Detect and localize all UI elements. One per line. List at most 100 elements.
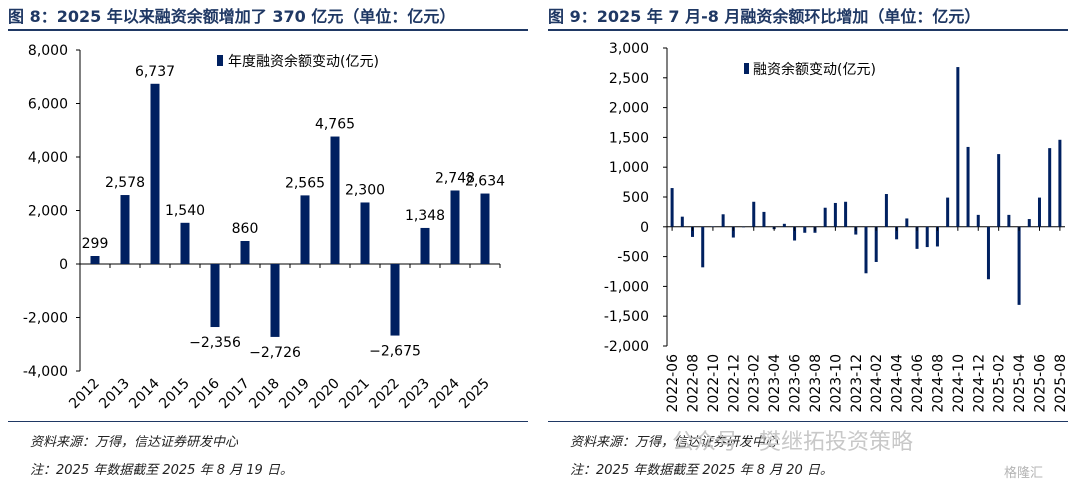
bar-2025-02 bbox=[997, 154, 1001, 227]
bar-2022-10 bbox=[711, 226, 715, 228]
data-label-2025: 2,634 bbox=[465, 174, 505, 190]
legend-label: 融资余额变动(亿元) bbox=[753, 61, 876, 78]
x-tick-label: 2023 bbox=[396, 376, 433, 413]
x-tick-label: 2024-12 bbox=[971, 354, 987, 413]
x-tick-label: 2024-02 bbox=[869, 354, 885, 413]
left-source-note: 资料来源：万得，信达证券研发中心 bbox=[30, 435, 239, 450]
y-tick-label: -1,500 bbox=[604, 309, 649, 325]
bar-2023-07 bbox=[803, 226, 807, 233]
y-tick-label: 0 bbox=[640, 220, 649, 236]
bar-2024-02 bbox=[874, 226, 878, 262]
x-tick-label: 2022-08 bbox=[686, 354, 702, 413]
data-label-2014: 6,737 bbox=[135, 64, 175, 80]
y-tick-label: -4,000 bbox=[23, 364, 68, 380]
watermark-logo: 格隆汇 bbox=[1004, 466, 1044, 481]
bar-2025-07 bbox=[1048, 148, 1052, 227]
x-tick-label: 2025-02 bbox=[992, 354, 1008, 413]
left-chart: -4,000 -2,000 0 2,000 4,000 6,000 8,000 299 2012… bbox=[23, 43, 505, 413]
data-label-2019: 2,565 bbox=[285, 175, 325, 191]
y-tick-label: 1,500 bbox=[609, 130, 649, 146]
right-footer-rule bbox=[548, 421, 1068, 422]
bar-2023-09 bbox=[823, 207, 827, 227]
bar-2024-08 bbox=[935, 226, 939, 247]
watermark: 公众号 · 樊继拓投资策略 bbox=[672, 430, 913, 455]
bar-2024-01 bbox=[864, 226, 868, 274]
x-tick-label: 2014 bbox=[126, 375, 163, 412]
right-date-note: 注：2025 年数据截至 2025 年 8 月 20 日。 bbox=[570, 463, 833, 478]
bar-2025 bbox=[480, 193, 490, 264]
y-tick-label: 1,000 bbox=[609, 160, 649, 176]
x-tick-label: 2024 bbox=[426, 375, 463, 412]
x-tick-label: 2015 bbox=[156, 376, 193, 413]
bar-2025-08 bbox=[1058, 139, 1062, 227]
bar-2014 bbox=[150, 83, 160, 264]
bar-2025-05 bbox=[1027, 219, 1031, 227]
bar-2015 bbox=[180, 222, 190, 264]
x-tick-label: 2023-08 bbox=[808, 354, 824, 413]
bar-2024-06 bbox=[915, 226, 919, 249]
bar-2024-10 bbox=[956, 67, 960, 227]
x-tick-label: 2024-04 bbox=[890, 354, 906, 413]
bar-2024-03 bbox=[884, 194, 888, 227]
left-panel: 图 8：2025 年以来融资余额增加了 370 亿元（单位：亿元） -4,000… bbox=[8, 7, 528, 478]
y-tick-label: -2,000 bbox=[604, 339, 649, 355]
x-tick-label: 2023-06 bbox=[788, 354, 804, 413]
bar-2025-04 bbox=[1017, 226, 1021, 305]
bar-2022-12 bbox=[731, 226, 735, 238]
data-label-2017: 860 bbox=[232, 221, 259, 237]
x-tick-label: 2023-10 bbox=[828, 354, 844, 413]
x-tick-label: 2022-12 bbox=[726, 354, 742, 413]
right-chart-title: 图 9：2025 年 7 月-8 月融资余额环比增加（单位：亿元） bbox=[548, 7, 981, 26]
bar-2018 bbox=[270, 264, 280, 337]
x-tick-label: 2022-06 bbox=[665, 354, 681, 413]
bar-2022-08 bbox=[691, 226, 695, 237]
data-label-2018: −2,726 bbox=[249, 345, 301, 361]
legend-swatch bbox=[744, 63, 749, 74]
bar-2023-10 bbox=[833, 202, 837, 227]
legend-label: 年度融资余额变动(亿元) bbox=[228, 53, 379, 70]
bar-2022-09 bbox=[701, 226, 705, 268]
x-tick-label: 2016 bbox=[186, 375, 223, 412]
bar-2013 bbox=[120, 195, 130, 264]
x-tick-label: 2024-08 bbox=[930, 354, 946, 413]
data-label-2020: 4,765 bbox=[315, 117, 355, 133]
x-tick-label: 2023-02 bbox=[747, 354, 763, 413]
bar-2023-01 bbox=[742, 226, 746, 228]
y-tick-label: 2,000 bbox=[609, 101, 649, 117]
y-tick-label: -1,000 bbox=[604, 279, 649, 295]
bar-2024-09 bbox=[946, 197, 950, 227]
x-tick-label: 2020 bbox=[306, 376, 343, 413]
y-tick-label: 4,000 bbox=[28, 150, 68, 166]
bar-2023-05 bbox=[782, 223, 786, 227]
bar-2022 bbox=[390, 264, 400, 336]
y-tick-label: 2,500 bbox=[609, 71, 649, 87]
data-label-2021: 2,300 bbox=[345, 182, 385, 198]
x-tick-label: 2012 bbox=[66, 376, 103, 413]
data-label-2012: 299 bbox=[82, 236, 109, 252]
data-label-2022: −2,675 bbox=[369, 344, 421, 360]
data-label-2016: −2,356 bbox=[189, 335, 241, 351]
bar-2022-06 bbox=[670, 188, 674, 227]
left-chart-title: 图 8：2025 年以来融资余额增加了 370 亿元（单位：亿元） bbox=[8, 7, 456, 26]
bar-2019 bbox=[300, 195, 310, 264]
left-footer-rule bbox=[8, 421, 528, 422]
legend-swatch bbox=[217, 55, 223, 66]
left-title-rule bbox=[8, 29, 528, 31]
y-tick-label: -500 bbox=[617, 250, 649, 266]
y-tick-label: 2,000 bbox=[28, 204, 68, 220]
data-label-2015: 1,540 bbox=[165, 203, 205, 219]
x-tick-label: 2019 bbox=[276, 376, 313, 413]
y-tick-label: 6,000 bbox=[28, 97, 68, 113]
x-tick-label: 2013 bbox=[96, 376, 133, 413]
x-tick-label: 2025-04 bbox=[1012, 354, 1028, 413]
left-date-note: 注：2025 年数据截至 2025 年 8 月 19 日。 bbox=[30, 463, 293, 478]
bar-2024 bbox=[450, 190, 460, 264]
x-tick-label: 2025 bbox=[456, 376, 493, 413]
bar-2017 bbox=[240, 240, 250, 264]
data-label-2023: 1,348 bbox=[405, 208, 445, 224]
x-tick-label: 2024-06 bbox=[910, 354, 926, 413]
x-tick-label: 2025-08 bbox=[1053, 354, 1069, 413]
y-tick-label: 0 bbox=[59, 257, 68, 273]
x-tick-label: 2021 bbox=[336, 376, 373, 413]
bar-2023-11 bbox=[844, 201, 848, 227]
